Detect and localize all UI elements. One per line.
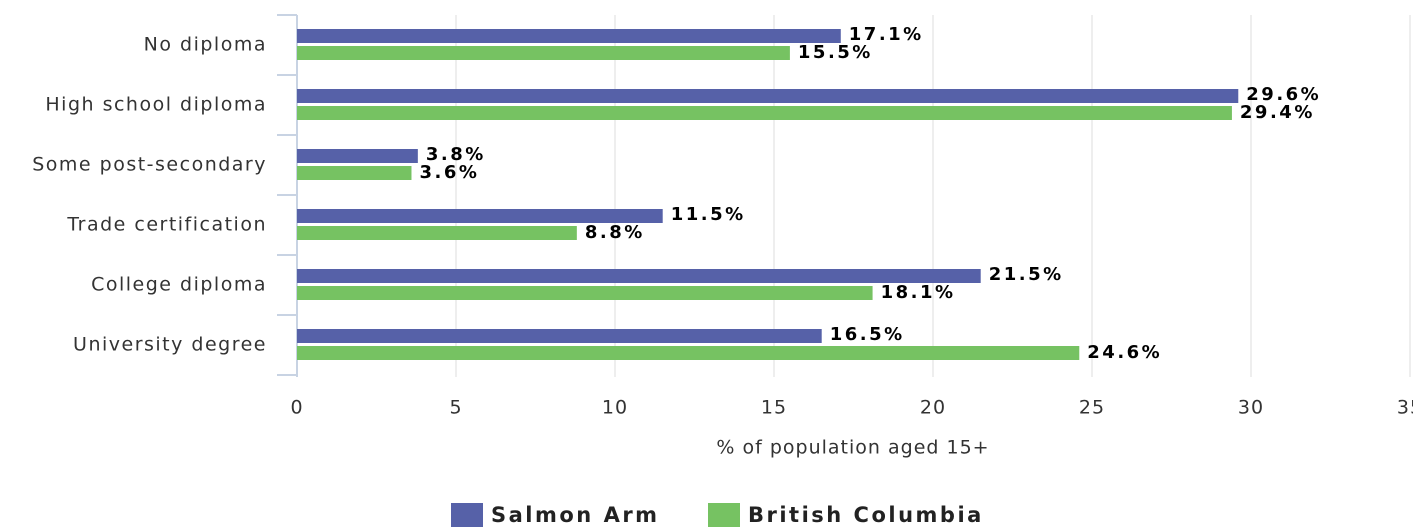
legend-swatch: [708, 503, 740, 527]
bar: [297, 149, 418, 163]
data-label: 17.1%: [849, 24, 924, 45]
data-label: 29.4%: [1240, 102, 1315, 123]
x-tick-label: 0: [290, 397, 303, 419]
data-label: 29.6%: [1246, 84, 1321, 105]
x-tick-label: 10: [602, 397, 628, 419]
x-tick-label: 5: [449, 397, 462, 419]
data-label: 18.1%: [881, 282, 956, 303]
x-tick-label: 35: [1397, 397, 1413, 419]
data-label: 16.5%: [830, 324, 905, 345]
y-tick-label: Trade certification: [66, 214, 267, 236]
data-label: 11.5%: [671, 204, 746, 225]
bar: [297, 106, 1232, 120]
y-tick-label: College diploma: [91, 274, 267, 296]
bar: [297, 286, 873, 300]
bar: [297, 269, 981, 283]
legend-label: British Columbia: [748, 503, 984, 527]
bar: [297, 46, 790, 60]
bar: [297, 346, 1080, 360]
y-tick-label: University degree: [73, 334, 267, 356]
data-label: 3.8%: [426, 144, 486, 165]
y-tick-label: High school diploma: [45, 94, 267, 116]
data-label: 15.5%: [798, 42, 873, 63]
x-tick-label: 25: [1079, 397, 1105, 419]
data-label: 21.5%: [989, 264, 1064, 285]
x-tick-label: 30: [1238, 397, 1264, 419]
bar: [297, 329, 822, 343]
bar: [297, 209, 663, 223]
y-tick-label: Some post-secondary: [32, 154, 267, 176]
legend-label: Salmon Arm: [491, 503, 660, 527]
bar: [297, 89, 1239, 103]
data-label: 24.6%: [1087, 342, 1162, 363]
legend-swatch: [451, 503, 483, 527]
x-axis-label: % of population aged 15+: [716, 437, 989, 459]
y-tick-label: No diploma: [144, 34, 267, 56]
bar: [297, 166, 412, 180]
data-label: 3.6%: [419, 162, 479, 183]
data-label: 8.8%: [585, 222, 645, 243]
x-tick-label: 20: [920, 397, 946, 419]
bar: [297, 29, 841, 43]
bar: [297, 226, 577, 240]
x-tick-label: 15: [761, 397, 787, 419]
